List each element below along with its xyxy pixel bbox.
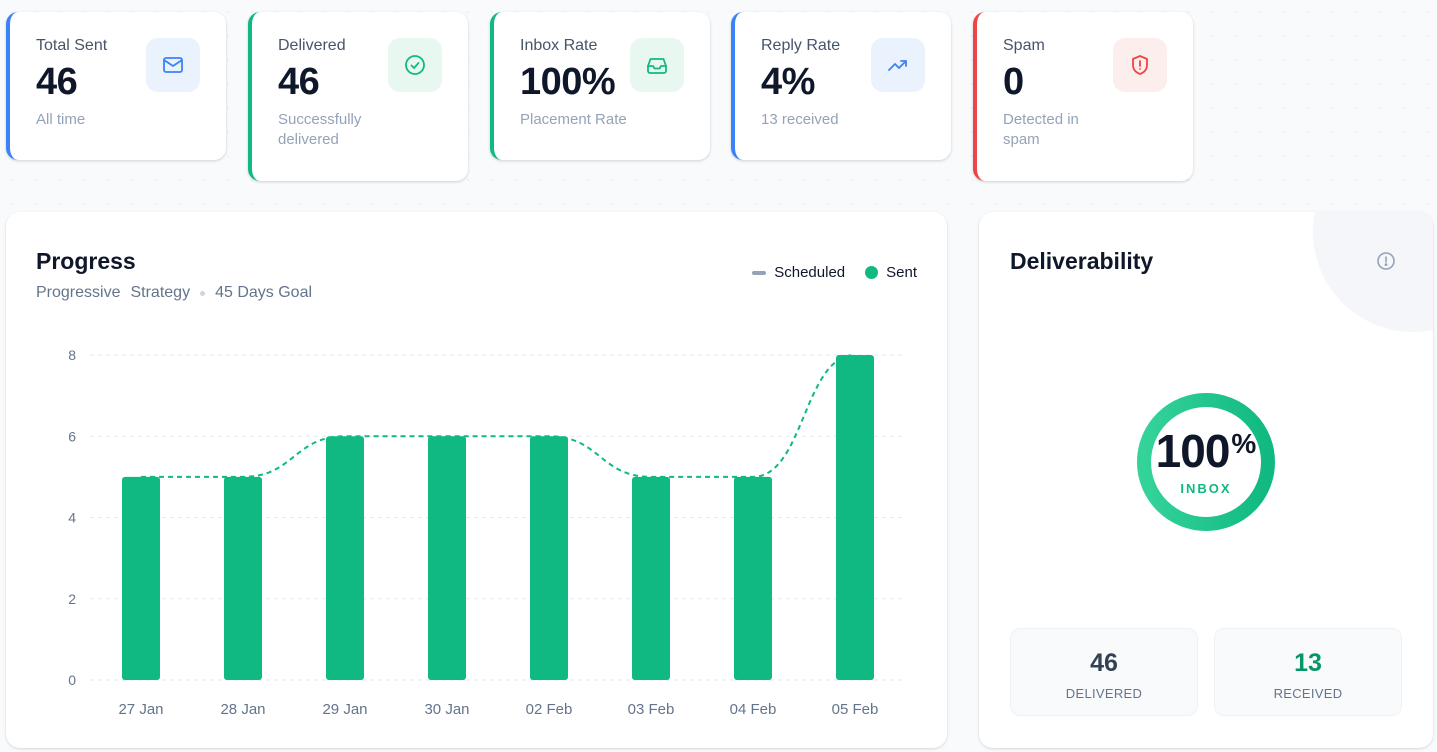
legend-sent[interactable]: Sent [865,264,917,281]
x-tick-label: 05 Feb [832,701,879,718]
strategy-word: Strategy [130,284,191,301]
received-box: 13 RECEIVED [1214,628,1402,716]
x-tick-label: 02 Feb [526,701,573,718]
mail-icon [146,38,200,92]
stat-label: Reply Rate [761,37,841,54]
bar-sent [836,355,874,680]
stat-sub: Successfully delivered [278,111,362,148]
goal-text: 45 Days Goal [215,284,313,301]
check-circle-icon [388,38,442,92]
stat-card-spam: Spam 0 Detected in spam [973,12,1193,181]
legend-sent-label: Sent [886,264,917,281]
y-tick-label: 2 [68,591,76,607]
y-tick-label: 8 [68,347,76,363]
chart-legend: Scheduled Sent [732,264,917,281]
panel-title: Progress [36,248,136,274]
stat-card-reply-rate: Reply Rate 4% 13 received [731,12,951,160]
inbox-label: INBOX [1180,481,1232,496]
inbox-ring [1137,393,1275,531]
ring-progress [1137,393,1275,531]
received-label: RECEIVED [1273,686,1343,701]
legend-scheduled-swatch [752,270,767,275]
stat-label: Inbox Rate [520,37,598,54]
bar-sent [326,436,364,680]
stat-label: Total Sent [36,37,108,54]
x-tick-label: 30 Jan [424,701,469,718]
stat-sub: Placement Rate [520,111,627,128]
legend-scheduled[interactable]: Scheduled [752,264,845,281]
x-tick-label: 28 Jan [220,701,265,718]
strategy-name: Progressive [36,284,121,301]
corner-decoration [1313,212,1433,332]
stat-value: 4% [761,61,815,103]
stat-card-delivered: Delivered 46 Successfully delivered [248,12,468,181]
stat-value: 0 [1003,61,1024,103]
panel-title: Deliverability [1010,248,1154,274]
legend-sent-swatch [865,266,879,279]
separator-dot [200,290,206,296]
stat-sub: 13 received [761,111,839,128]
x-tick-label: 27 Jan [118,701,163,718]
stat-value: 46 [278,61,320,103]
stat-value: 46 [36,61,78,103]
bar-sent [530,436,568,680]
line-scheduled [141,354,856,478]
inbox-percent-number: 100 [1155,425,1231,477]
info-icon[interactable] [1376,251,1396,271]
trending-up-icon [871,38,925,92]
stat-value: 100% [520,61,616,103]
deliverability-panel: Deliverability 100% INBOX 46 DELIVERED 1… [979,212,1433,748]
received-value: 13 [1294,649,1322,677]
delivered-value: 46 [1090,649,1118,677]
stat-sub: All time [36,111,86,128]
inbox-percent: 100% [1131,424,1281,478]
progress-subtitle: Progressive Strategy 45 Days Goal [36,284,312,302]
x-tick-label: 29 Jan [322,701,367,718]
delivered-box: 46 DELIVERED [1010,628,1198,716]
stat-card-total-sent: Total Sent 46 All time [6,12,226,160]
progress-panel: Progress Progressive Strategy 45 Days Go… [6,212,947,748]
dotted-background [0,0,1437,210]
inbox-icon [630,38,684,92]
stat-sub: Detected in spam [1003,111,1079,148]
stat-label: Delivered [278,37,346,54]
stat-card-inbox-rate: Inbox Rate 100% Placement Rate [490,12,710,160]
bar-sent [224,476,262,680]
y-tick-label: 4 [68,510,76,526]
bar-sent [632,476,670,680]
x-tick-label: 03 Feb [628,701,675,718]
inbox-percent-sign: % [1231,428,1257,459]
bar-sent [428,436,466,680]
delivered-label: DELIVERED [1065,686,1143,701]
y-tick-label: 0 [68,672,76,688]
y-tick-label: 6 [68,428,76,444]
progress-chart: 0 2 4 6 8 27 Jan 28 Jan 29 Jan 30 Jan 02 Feb 03 Fe… [68,347,906,718]
shield-alert-icon [1113,38,1167,92]
legend-scheduled-label: Scheduled [774,264,846,281]
x-tick-label: 04 Feb [730,701,777,718]
bar-sent [122,476,160,680]
stat-label: Spam [1003,37,1045,54]
bar-sent [734,476,772,680]
